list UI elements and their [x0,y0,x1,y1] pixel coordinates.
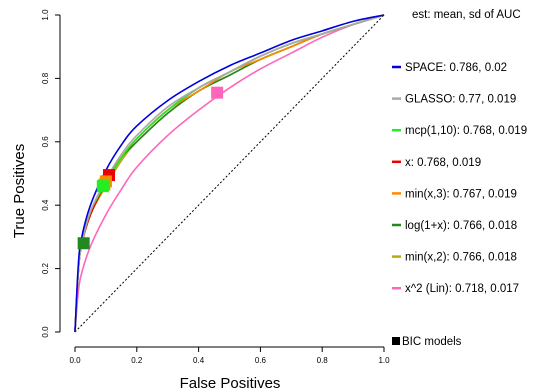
x-tick-label: 0.0 [69,356,81,365]
y-axis-label: True Positives [11,144,28,238]
bic-markers [77,86,224,250]
y-tick-label: 0.8 [41,72,50,84]
x-tick-label: 1.0 [378,356,390,365]
legend-label: mcp(1,10): 0.768, 0.019 [405,125,527,137]
y-tick-label: 0.2 [41,262,50,274]
x-tick-label: 0.4 [193,356,205,365]
roc-curve-line [74,14,385,333]
random-guess-diagonal [74,14,385,333]
legend-label: x^2 (Lin): 0.718, 0.017 [405,283,519,295]
legend-label: min(x,3): 0.767, 0.019 [405,188,517,200]
y-tick-label: 1.0 [41,9,50,21]
bic-legend-label: BIC models [402,336,462,348]
legend-label: min(x,2): 0.766, 0.018 [405,252,517,264]
bic-legend-swatch [392,337,400,345]
roc-curve-line [74,14,385,333]
bic-model-marker [96,180,109,193]
x-tick-label: 0.2 [131,356,143,365]
y-tick-label: 0.4 [41,199,50,211]
y-tick-label: 0.6 [41,136,50,148]
y-tick-label: 0.0 [41,326,50,338]
x-axis-label: False Positives [180,375,281,391]
bic-model-marker [211,86,224,99]
roc-curve-line [74,14,385,333]
legend-title: est: mean, sd of AUC [412,9,521,21]
chart-axes: 0.0 0.2 0.4 0.6 0.8 1.0 0.0 0.2 0.4 0.6 0.8 1.0 [41,9,390,365]
legend-label: GLASSO: 0.77, 0.019 [405,94,516,106]
x-tick-label: 0.6 [255,356,267,365]
legend-label: x: 0.768, 0.019 [405,157,481,169]
bic-model-marker [77,237,90,250]
legend: est: mean, sd of AUC SPACE: 0.786, 0.02 GL… [392,9,527,348]
legend-label: log(1+x): 0.766, 0.018 [405,220,517,232]
legend-label: SPACE: 0.786, 0.02 [405,62,507,74]
x-tick-label: 0.8 [317,356,329,365]
roc-curves [74,14,385,333]
